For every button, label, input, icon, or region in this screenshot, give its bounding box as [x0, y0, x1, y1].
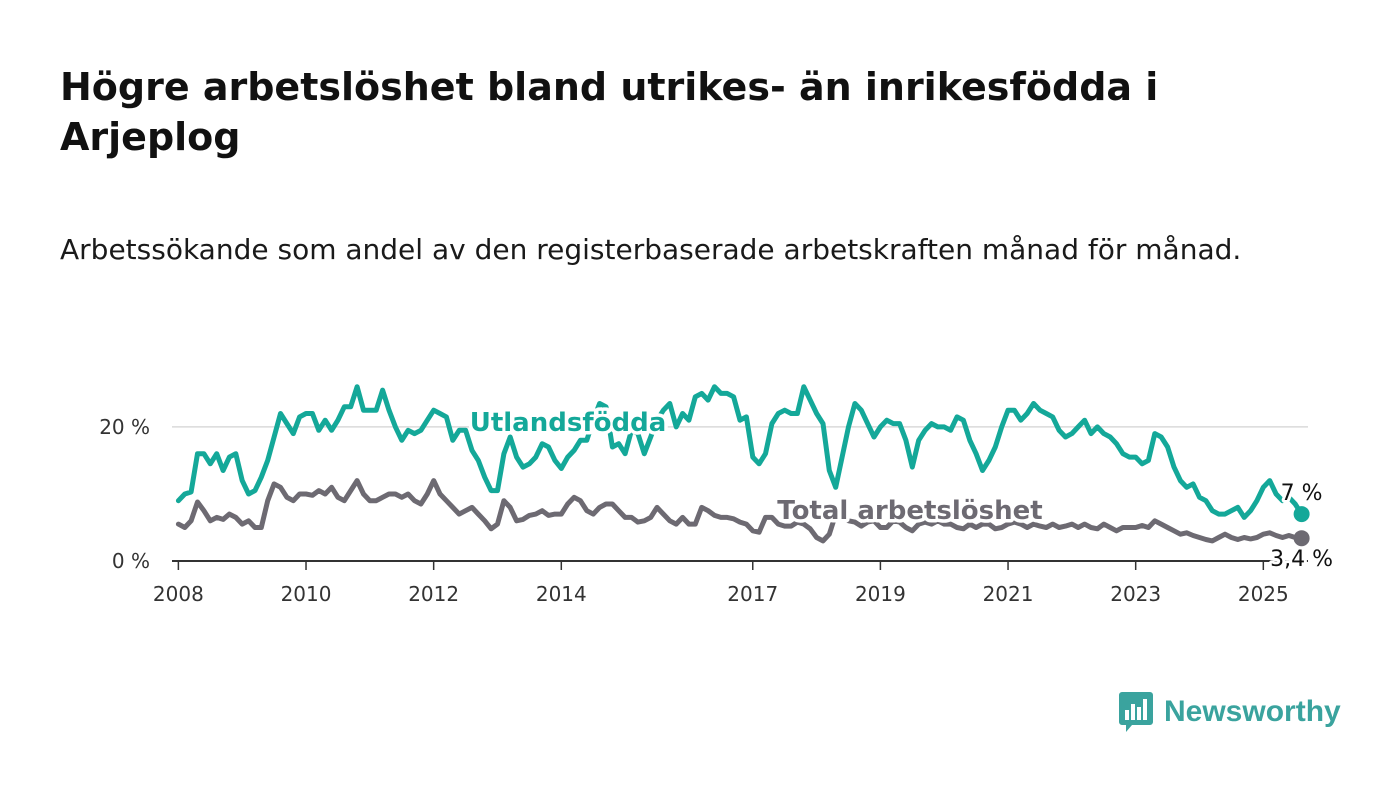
series-endpoint-total	[1293, 530, 1310, 547]
bar-chart-bubble-icon	[1119, 692, 1153, 732]
x-tick-label: 2017	[727, 582, 778, 606]
y-tick-label: 0 %	[112, 549, 150, 573]
series-end-label: 3,4 %	[1270, 547, 1333, 572]
series-line-utlandsfodda	[175, 384, 1305, 520]
x-tick-label: 2008	[153, 582, 204, 606]
x-tick-label: 2019	[855, 582, 906, 606]
x-tick-label: 2010	[281, 582, 332, 606]
series-labels: 7 % 3,4 % Utlandsfödda Total arbetslöshet	[466, 405, 1336, 576]
x-tick-label: 2023	[1110, 582, 1161, 606]
series-line-total	[175, 478, 1305, 544]
axes: 0 % 20 % 2008 2010 2012 2014 2017 2019 2021 2023 2…	[99, 415, 1308, 606]
x-tick-label: 2025	[1238, 582, 1289, 606]
series-name-label: Utlandsfödda	[470, 408, 667, 438]
x-tick-label: 2012	[408, 582, 459, 606]
brand-name: Newsworthy	[1164, 695, 1341, 728]
chart-title: Högre arbetslöshet bland utrikes- än inr…	[60, 65, 1159, 159]
newsworthy-logo: Newsworthy	[1118, 690, 1341, 734]
series-name-label: Total arbetslöshet	[777, 496, 1042, 526]
chart-subtitle: Arbetssökande som andel av den registerb…	[60, 233, 1242, 266]
y-tick-label: 20 %	[99, 415, 150, 439]
series-endpoint-utlandsfodda	[1293, 506, 1310, 523]
x-tick-label: 2014	[536, 582, 587, 606]
x-tick-label: 2021	[983, 582, 1034, 606]
series-end-label: 7 %	[1281, 481, 1323, 506]
series-lines	[175, 384, 1310, 547]
